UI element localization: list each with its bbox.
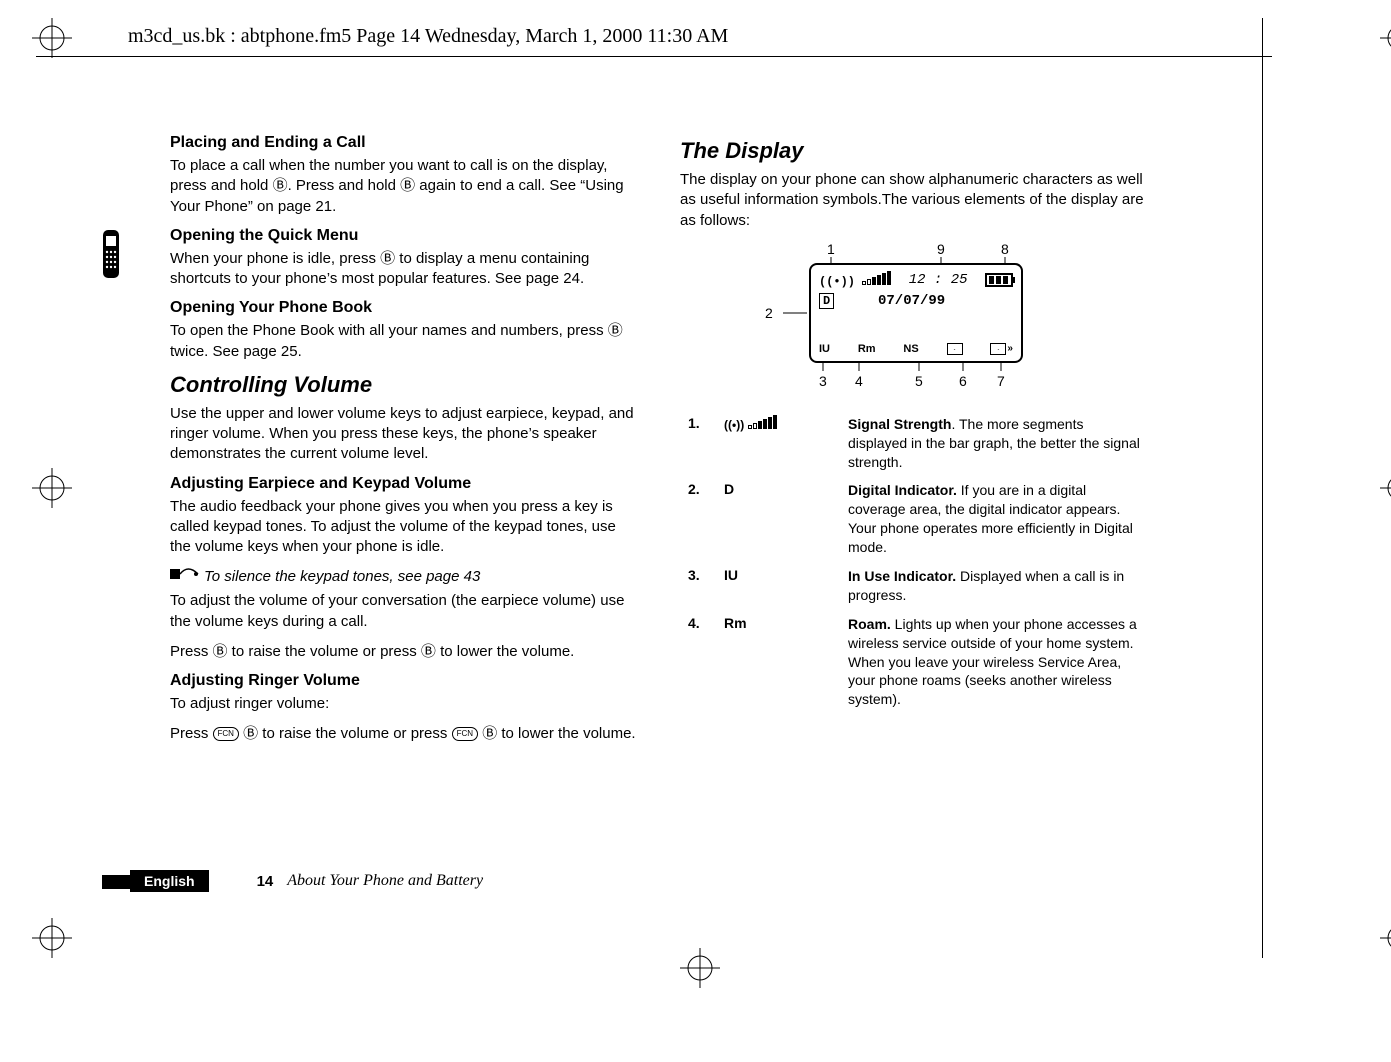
legend-row-3: 3. IU In Use Indicator. Displayed when a… bbox=[682, 563, 1148, 609]
legend-symbol-iu: IU bbox=[718, 563, 840, 609]
display-diagram: 1 9 8 2 ((•)) bbox=[765, 241, 1065, 389]
legend-row-4: 4. Rm Roam. Lights up when your phone ac… bbox=[682, 611, 1148, 713]
callout-7: 7 bbox=[997, 373, 1005, 389]
legend-desc: In Use Indicator. Displayed when a call … bbox=[842, 563, 1148, 609]
legend-num: 4. bbox=[682, 611, 716, 713]
callout-6: 6 bbox=[959, 373, 967, 389]
text-ringer-2: Press FCN Ⓑ to raise the volume or press… bbox=[170, 724, 640, 744]
legend-num: 3. bbox=[682, 563, 716, 609]
crop-mark-mid-left bbox=[32, 468, 72, 508]
text-earpiece-keypad-1: The audio feedback your phone gives you … bbox=[170, 497, 640, 558]
display-time: 12 : 25 bbox=[909, 272, 968, 288]
legend-desc: Digital Indicator. If you are in a digit… bbox=[842, 477, 1148, 561]
legend-symbol-d: D bbox=[718, 477, 840, 561]
crop-mark-mid-right bbox=[1380, 468, 1391, 508]
digital-indicator-icon: D bbox=[819, 293, 834, 309]
signal-strength-icon: ((•)) bbox=[819, 271, 891, 289]
heading-earpiece-keypad: Adjusting Earpiece and Keypad Volume bbox=[170, 475, 640, 493]
display-date: 07/07/99 bbox=[878, 293, 945, 309]
note-icon bbox=[170, 567, 200, 585]
fcn-key-icon: FCN bbox=[213, 727, 239, 741]
iu-indicator: IU bbox=[819, 343, 830, 355]
phone-section-icon bbox=[100, 228, 122, 285]
callout-2: 2 bbox=[765, 305, 783, 321]
legend-desc: Signal Strength. The more segments displ… bbox=[842, 411, 1148, 476]
heading-ringer-volume: Adjusting Ringer Volume bbox=[170, 672, 640, 690]
callout-4: 4 bbox=[855, 373, 863, 389]
legend-title: Signal Strength bbox=[848, 416, 951, 432]
text-earpiece-keypad-3: Press Ⓑ to raise the volume or press Ⓑ t… bbox=[170, 642, 640, 662]
legend-row-2: 2. D Digital Indicator. If you are in a … bbox=[682, 477, 1148, 561]
legend-symbol-signal: ((•)) bbox=[718, 411, 840, 476]
legend-title: In Use Indicator. bbox=[848, 568, 956, 584]
battery-icon bbox=[985, 273, 1013, 287]
crop-mark-bottom-left bbox=[32, 918, 72, 958]
heading-placing-call: Placing and Ending a Call bbox=[170, 134, 640, 152]
footer-language-badge: English bbox=[130, 870, 209, 892]
running-header: m3cd_us.bk : abtphone.fm5 Page 14 Wednes… bbox=[128, 25, 728, 48]
legend-body: Lights up when your phone accesses a wir… bbox=[848, 616, 1137, 708]
left-column: Placing and Ending a Call To place a cal… bbox=[170, 134, 640, 755]
note-text: To silence the keypad tones, see page 43 bbox=[204, 568, 480, 585]
crop-mark-top-right bbox=[1380, 18, 1391, 58]
crop-mark-top-left bbox=[32, 18, 72, 58]
fcn-key-icon: FCN bbox=[452, 727, 478, 741]
rm-indicator: Rm bbox=[858, 343, 876, 355]
text-ringer-2c: Ⓑ to lower the volume. bbox=[482, 725, 635, 742]
display-legend-table: 1. ((•)) Signal Strength. The more segme… bbox=[680, 409, 1150, 715]
text-phone-book: To open the Phone Book with all your nam… bbox=[170, 321, 640, 362]
ns-indicator: NS bbox=[903, 343, 918, 355]
display-screen: ((•)) 12 : 25 D 07/07/99 bbox=[809, 263, 1023, 363]
right-margin-line bbox=[1262, 18, 1263, 958]
text-controlling-volume: Use the upper and lower volume keys to a… bbox=[170, 404, 640, 465]
note-silence-keypad: To silence the keypad tones, see page 43 bbox=[170, 567, 640, 585]
heading-phone-book: Opening Your Phone Book bbox=[170, 299, 640, 317]
footer-section-title: About Your Phone and Battery bbox=[287, 872, 483, 890]
text-the-display: The display on your phone can show alpha… bbox=[680, 170, 1150, 231]
legend-symbol-rm: Rm bbox=[718, 611, 840, 713]
footer-page-number: 14 bbox=[257, 873, 274, 890]
callout-3: 3 bbox=[819, 373, 827, 389]
callout-1: 1 bbox=[827, 241, 835, 257]
right-column: The Display The display on your phone ca… bbox=[680, 138, 1150, 715]
legend-desc: Roam. Lights up when your phone accesses… bbox=[842, 611, 1148, 713]
text-ringer-2b: Ⓑ to raise the volume or press bbox=[243, 725, 451, 742]
voicemail-icon: » bbox=[990, 343, 1013, 355]
text-quick-menu: When your phone is idle, press Ⓑ to disp… bbox=[170, 249, 640, 290]
legend-row-1: 1. ((•)) Signal Strength. The more segme… bbox=[682, 411, 1148, 476]
text-ringer-1: To adjust ringer volume: bbox=[170, 694, 640, 714]
legend-num: 2. bbox=[682, 477, 716, 561]
text-earpiece-keypad-2: To adjust the volume of your conversatio… bbox=[170, 591, 640, 632]
text-placing-call: To place a call when the number you want… bbox=[170, 156, 640, 217]
header-divider bbox=[36, 56, 1272, 57]
text-ringer-2a: Press bbox=[170, 725, 213, 742]
callout-5: 5 bbox=[915, 373, 923, 389]
callout-9: 9 bbox=[937, 241, 945, 257]
heading-the-display: The Display bbox=[680, 138, 1150, 164]
crop-mark-bottom-center bbox=[680, 948, 720, 988]
crop-mark-bottom-right bbox=[1380, 918, 1391, 958]
legend-title: Digital Indicator. bbox=[848, 482, 957, 498]
legend-title: Roam. bbox=[848, 616, 891, 632]
callout-8: 8 bbox=[1001, 241, 1009, 257]
message-icon bbox=[947, 343, 963, 355]
page-footer: English 14 About Your Phone and Battery bbox=[130, 870, 483, 892]
heading-controlling-volume: Controlling Volume bbox=[170, 372, 640, 398]
legend-num: 1. bbox=[682, 411, 716, 476]
heading-quick-menu: Opening the Quick Menu bbox=[170, 227, 640, 245]
